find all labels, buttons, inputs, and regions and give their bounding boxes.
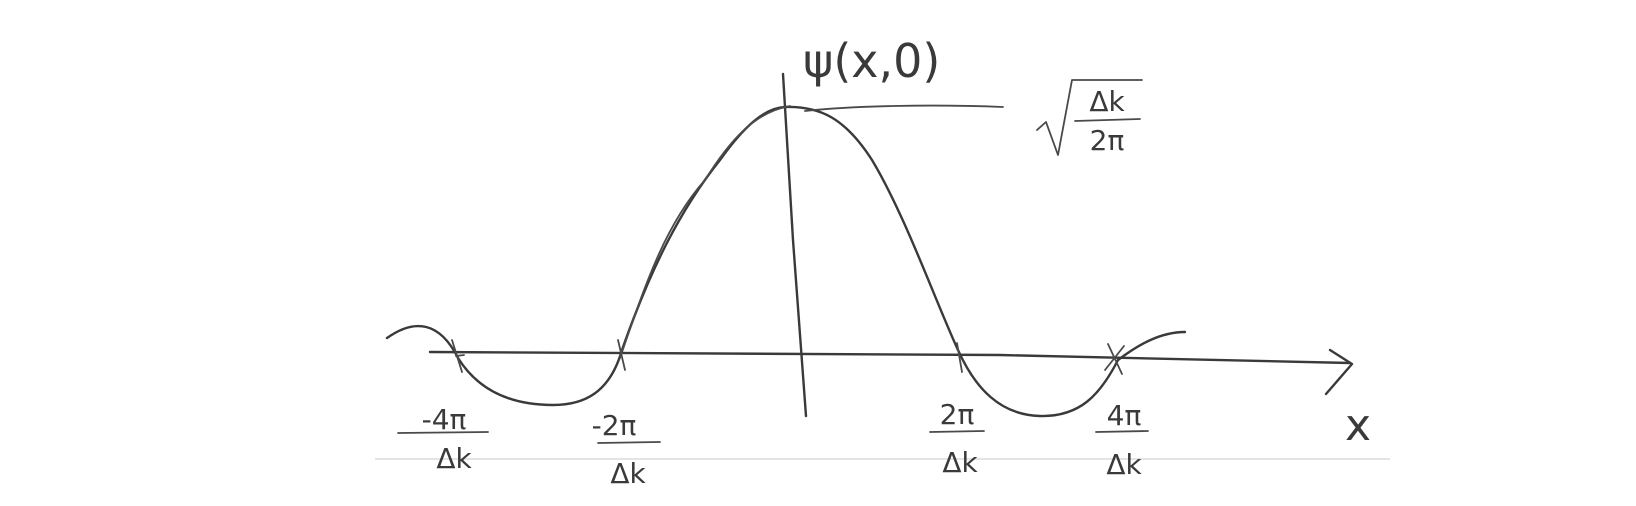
wave-packet-curve [385,105,1187,418]
tick-mark [1104,343,1125,375]
tick-label-numerator: 4π [1107,399,1142,432]
tick-label-denominator: Δk [1106,448,1142,481]
x-axis-arrowhead [1324,348,1354,396]
tick-label-denominator: Δk [610,457,646,490]
peak-value-fraction-bar [1074,118,1141,122]
tick-marks [451,339,1125,375]
peak-level-line [804,104,1004,112]
tick-label-bar [1095,430,1149,433]
tick-label: -4π Δk [397,403,489,475]
tick-label-denominator: Δk [436,442,472,475]
tick-label: 2π Δk [929,398,985,479]
tick-label-numerator: -2π [592,409,637,442]
tick-label-numerator: -4π [422,403,467,436]
radical-sign [1036,79,1143,156]
tick-label: 4π Δk [1095,399,1149,481]
function-label: ψ(x,0) [803,34,940,88]
tick-label-bar [397,431,489,434]
tick-mark [451,339,465,373]
wave-packet-overdraw [619,105,791,359]
tick-mark [956,342,963,373]
vertical-axis [781,72,808,418]
tick-label-bar [597,441,661,444]
tick-label-numerator: 2π [940,398,975,431]
x-axis [428,350,1352,365]
tick-label-bar [929,430,985,433]
x-axis-label: x [1345,400,1371,451]
tick-label: -2π Δk [592,409,661,490]
peak-value-numerator: Δk [1089,85,1125,118]
peak-value-label: Δk 2π [1036,79,1143,157]
tick-label-denominator: Δk [942,446,978,479]
peak-value-denominator: 2π [1090,124,1125,157]
tick-mark [617,339,626,371]
